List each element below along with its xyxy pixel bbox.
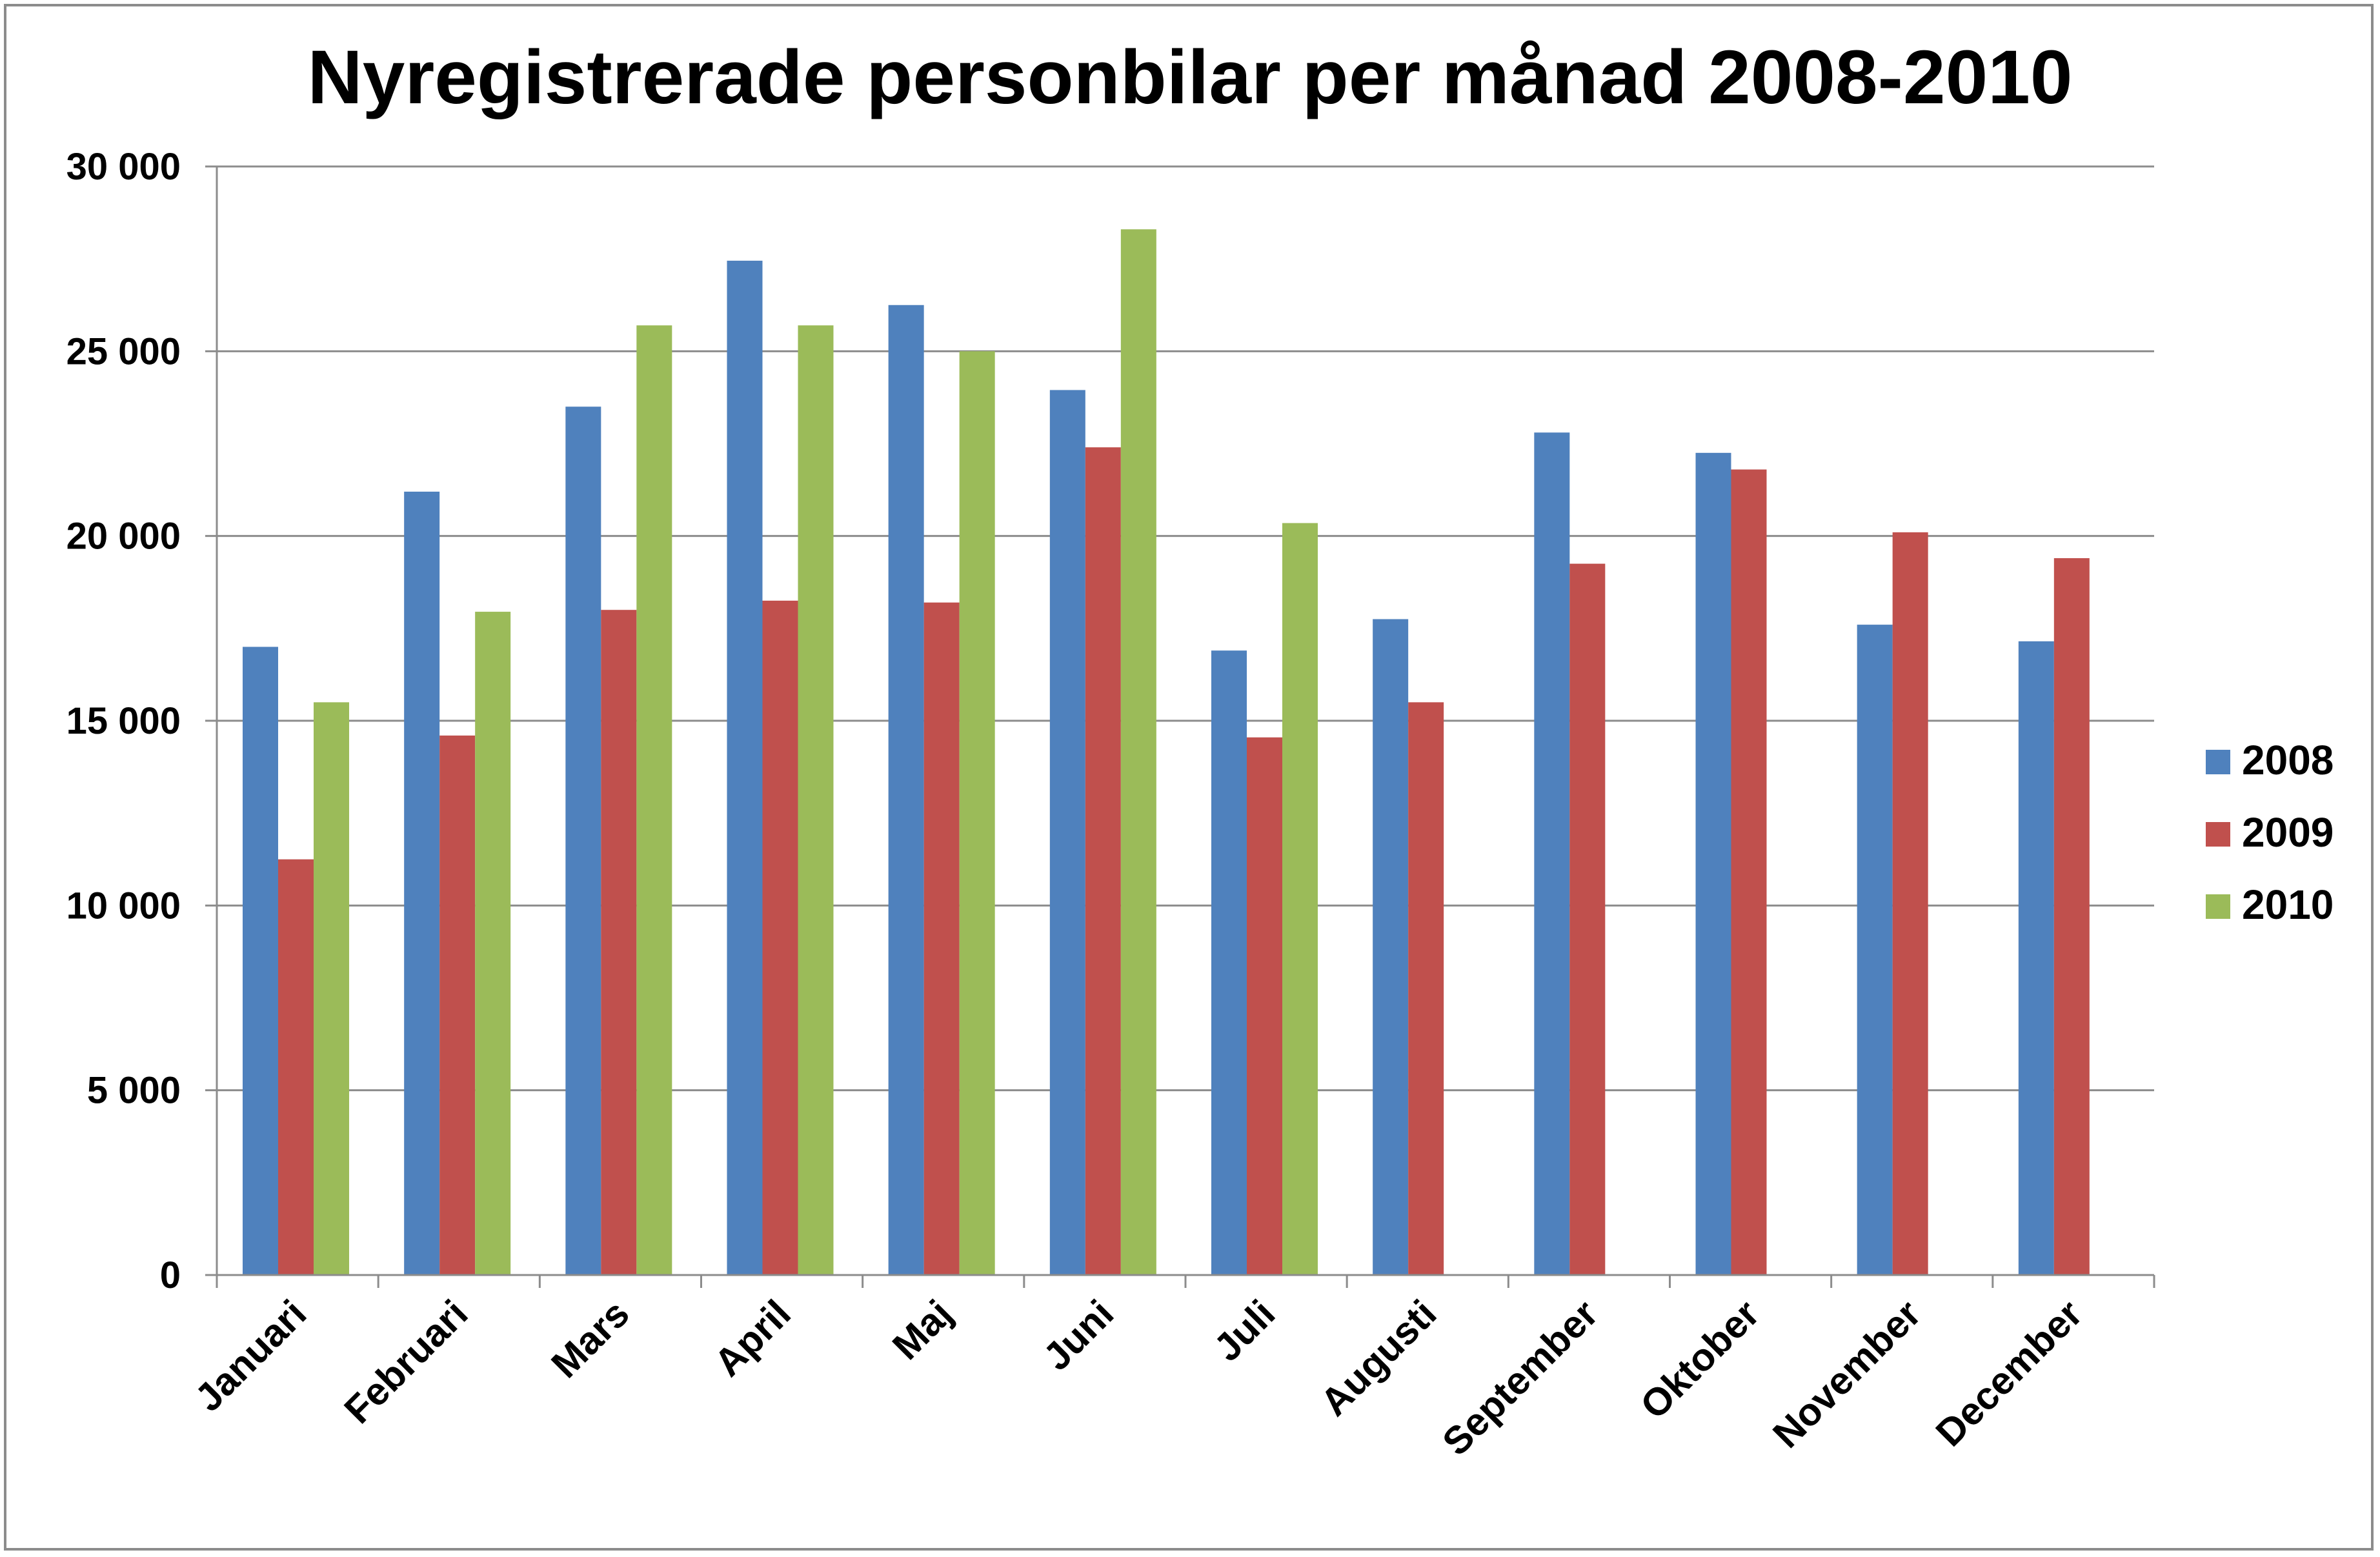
bar-2008-Februari — [404, 491, 440, 1275]
x-tick-label: Mars — [543, 1292, 637, 1386]
y-tick-label: 20 000 — [66, 516, 181, 558]
x-tick-label: Juni — [1035, 1292, 1122, 1379]
bar-2009-Mars — [601, 610, 637, 1276]
legend-label-2009: 2009 — [2242, 809, 2334, 856]
bar-2008-Mars — [565, 407, 601, 1275]
bar-2008-Maj — [888, 305, 924, 1275]
bar-2009-Maj — [923, 602, 960, 1276]
bar-2009-Juni — [1085, 447, 1121, 1275]
x-tick-label: Juli — [1205, 1292, 1283, 1369]
bar-2009-Januari — [278, 859, 314, 1275]
bar-2010-Januari — [314, 702, 349, 1275]
bar-2009-Februari — [439, 735, 476, 1275]
bar-2009-Juli — [1247, 737, 1282, 1275]
legend-label-2010: 2010 — [2242, 881, 2334, 928]
chart-frame — [4, 4, 2374, 1551]
legend-label-2008: 2008 — [2242, 737, 2334, 783]
legend-swatch-2009 — [2206, 822, 2230, 847]
bar-2008-Oktober — [1695, 452, 1731, 1275]
x-tick-label: Augusti — [1312, 1292, 1444, 1424]
y-tick-label: 15 000 — [66, 700, 181, 742]
x-tick-label: April — [706, 1292, 799, 1385]
axes — [205, 165, 2155, 1288]
x-tick-label: December — [1928, 1292, 2091, 1455]
bar-2009-Oktober — [1731, 469, 1767, 1275]
bar-2008-Augusti — [1373, 619, 1409, 1275]
bar-2010-April — [798, 325, 834, 1275]
bar-2009-September — [1569, 563, 1606, 1275]
y-tick-label: 5 000 — [87, 1070, 181, 1112]
bar-2008-Juni — [1049, 390, 1085, 1275]
bar-2008-December — [2018, 641, 2054, 1275]
y-tick-label: 0 — [160, 1254, 181, 1296]
legend-swatch-2010 — [2206, 894, 2230, 919]
legend-swatch-2008 — [2206, 750, 2230, 774]
y-tick-label: 30 000 — [66, 146, 181, 188]
y-tick-label: 10 000 — [66, 885, 181, 927]
x-tick-label: Oktober — [1632, 1292, 1768, 1427]
x-tick-label: Januari — [187, 1292, 314, 1420]
x-tick-label: November — [1764, 1292, 1929, 1456]
y-axis-ticks: 0 5 000 10 000 15 000 20 000 25 000 30 000 — [66, 146, 181, 1296]
bar-2009-December — [2053, 558, 2090, 1276]
bar-2010-Februari — [475, 612, 511, 1275]
y-tick-label: 25 000 — [66, 330, 181, 372]
x-tick-label: Maj — [884, 1292, 960, 1368]
x-tick-label: Februari — [336, 1292, 476, 1432]
bar-2009-Augusti — [1408, 702, 1444, 1275]
bar-2008-April — [727, 261, 763, 1275]
bar-2009-April — [762, 600, 798, 1276]
bar-2010-Juni — [1120, 229, 1156, 1276]
gridlines — [217, 165, 2154, 1092]
bar-2008-Januari — [243, 647, 278, 1275]
bar-2009-November — [1892, 532, 1928, 1276]
x-tick-label: September — [1434, 1292, 1606, 1464]
bar-2010-Juli — [1282, 523, 1318, 1276]
x-axis-ticks: Januari Februari Mars April Maj Juni Juli Augus… — [187, 1292, 2090, 1464]
bars — [243, 229, 2090, 1276]
chart-title: Nyregistrerade personbilar per månad 200… — [308, 35, 2073, 120]
bar-2008-November — [1857, 625, 1893, 1275]
bar-2008-Juli — [1211, 650, 1247, 1275]
bar-2008-September — [1534, 432, 1570, 1275]
bar-2010-Mars — [636, 325, 672, 1275]
legend: 2008 2009 2010 — [2206, 737, 2334, 928]
bar-2010-Maj — [959, 351, 995, 1276]
